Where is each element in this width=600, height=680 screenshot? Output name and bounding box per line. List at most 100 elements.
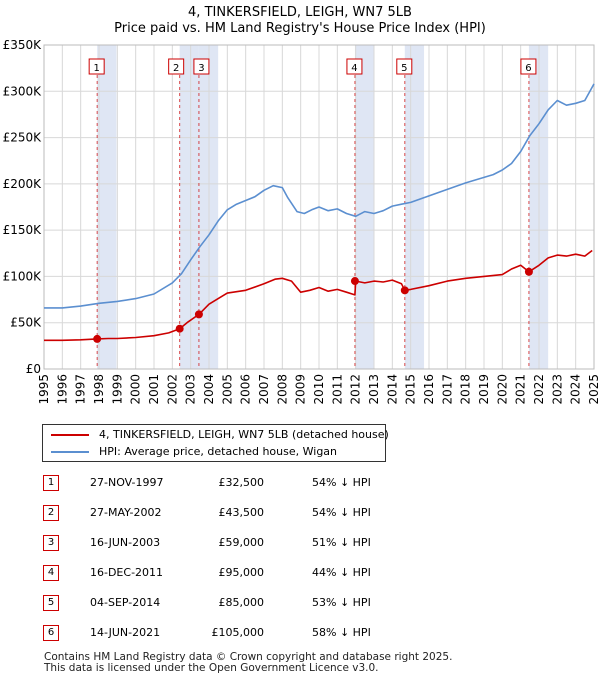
sale-hpi-diff: 58% ↓ HPI bbox=[312, 626, 371, 639]
sale-price: £95,000 bbox=[218, 566, 265, 579]
y-tick-label: £250K bbox=[3, 131, 43, 145]
sale-price: £105,000 bbox=[211, 626, 265, 639]
title-line-2: Price paid vs. HM Land Registry's House … bbox=[114, 21, 486, 36]
x-tick-label: 2006 bbox=[239, 374, 253, 405]
sale-number: 6 bbox=[43, 625, 59, 641]
y-tick-label: £50K bbox=[10, 316, 42, 330]
sale-date: 27-MAY-2002 bbox=[90, 506, 162, 519]
x-tick-label: 2023 bbox=[550, 374, 564, 405]
sale-label-box: 2 bbox=[168, 58, 185, 75]
sale-date: 04-SEP-2014 bbox=[90, 596, 161, 609]
y-tick-label: £200K bbox=[3, 177, 43, 191]
hpi-line bbox=[44, 83, 595, 309]
chart: 1 2 3 4 5 6 £0 £50K £100K £150K £200K £250K £300K £3… bbox=[3, 38, 600, 405]
y-tick-label: £300K bbox=[3, 84, 43, 98]
sale-price: £85,000 bbox=[218, 596, 265, 609]
x-tick-label: 1999 bbox=[110, 374, 124, 405]
sale-label-frame bbox=[168, 58, 185, 75]
x-tick-label: 2007 bbox=[257, 374, 271, 405]
y-tick-label: £0 bbox=[26, 362, 41, 376]
sale-number: 1 bbox=[43, 475, 59, 491]
legend-swatch-hpi bbox=[51, 451, 89, 453]
sale-price: £59,000 bbox=[218, 536, 265, 549]
x-tick-label: 1997 bbox=[74, 374, 88, 405]
sale-label-number: 2 bbox=[173, 63, 179, 74]
x-tick-label: 1996 bbox=[55, 374, 69, 405]
sale-point bbox=[93, 334, 102, 343]
y-axis: £0 £50K £100K £150K £200K £250K £300K £350K bbox=[3, 38, 43, 376]
table-row: 1 27-NOV-1997 £32,500 54% ↓ HPI bbox=[0, 473, 600, 493]
sale-point bbox=[175, 324, 184, 333]
sale-label-frame bbox=[396, 58, 413, 75]
sale-label-number: 4 bbox=[351, 63, 357, 74]
sale-marker-lines bbox=[96, 75, 530, 369]
x-tick-label: 2015 bbox=[404, 374, 418, 405]
x-tick-label: 1998 bbox=[92, 374, 106, 405]
sale-point bbox=[350, 277, 359, 286]
sale-label-number: 5 bbox=[401, 63, 407, 74]
y-tick-label: £350K bbox=[3, 38, 43, 52]
legend-swatch-property bbox=[51, 434, 89, 436]
x-axis: 1995 1996 1997 1998 1999 2000 2001 2002 2003 2004… bbox=[37, 374, 600, 405]
x-tick-label: 2000 bbox=[129, 374, 143, 405]
sale-bands bbox=[97, 45, 549, 369]
x-tick-label: 2022 bbox=[532, 374, 546, 405]
table-row: 2 27-MAY-2002 £43,500 54% ↓ HPI bbox=[0, 503, 600, 523]
sale-label-frame bbox=[520, 58, 537, 75]
sale-hpi-diff: 51% ↓ HPI bbox=[312, 536, 371, 549]
x-tick-label: 2016 bbox=[422, 374, 436, 405]
sale-label-number: 3 bbox=[198, 63, 204, 74]
sale-labels: 1 2 3 4 5 6 bbox=[88, 58, 537, 75]
sale-price: £43,500 bbox=[218, 506, 265, 519]
property-price-line bbox=[44, 249, 593, 342]
footer-line-2: This data is licensed under the Open Gov… bbox=[44, 662, 379, 674]
sale-hpi-diff: 54% ↓ HPI bbox=[312, 476, 371, 489]
x-tick-label: 2018 bbox=[459, 374, 473, 405]
x-tick-label: 2021 bbox=[514, 374, 528, 405]
x-tick-label: 2014 bbox=[385, 374, 399, 405]
chart-title: 4, TINKERSFIELD, LEIGH, WN7 5LB Price pa… bbox=[0, 5, 600, 37]
table-row: 5 04-SEP-2014 £85,000 53% ↓ HPI bbox=[0, 593, 600, 613]
x-tick-label: 2020 bbox=[495, 374, 509, 405]
sale-number: 3 bbox=[43, 535, 59, 551]
title-line-1: 4, TINKERSFIELD, LEIGH, WN7 5LB bbox=[188, 5, 412, 20]
y-tick-label: £100K bbox=[3, 269, 43, 283]
x-tick-label: 2003 bbox=[184, 374, 198, 405]
sale-band bbox=[354, 45, 375, 369]
sale-band bbox=[179, 45, 199, 369]
x-tick-label: 2010 bbox=[312, 374, 326, 405]
x-tick-label: 2017 bbox=[440, 374, 454, 405]
x-tick-label: 2008 bbox=[275, 374, 289, 405]
x-tick-label: 2025 bbox=[587, 374, 600, 405]
sale-price: £32,500 bbox=[218, 476, 265, 489]
x-tick-label: 1995 bbox=[37, 374, 51, 405]
x-tick-label: 2024 bbox=[569, 374, 583, 405]
sale-band bbox=[97, 45, 117, 369]
sale-label-frame bbox=[193, 58, 210, 75]
y-tick-label: £150K bbox=[3, 223, 43, 237]
sale-point bbox=[400, 286, 409, 295]
sale-label-frame bbox=[346, 58, 363, 75]
sale-points bbox=[93, 267, 533, 343]
sale-label-number: 6 bbox=[525, 63, 531, 74]
sale-hpi-diff: 54% ↓ HPI bbox=[312, 506, 371, 519]
sale-hpi-diff: 53% ↓ HPI bbox=[312, 596, 371, 609]
x-tick-label: 2001 bbox=[147, 374, 161, 405]
sale-label-box: 1 bbox=[88, 58, 105, 75]
sale-label-number: 1 bbox=[93, 63, 99, 74]
footer: Contains HM Land Registry data © Crown c… bbox=[44, 652, 452, 674]
sale-label-box: 4 bbox=[346, 58, 363, 75]
sale-number: 5 bbox=[43, 595, 59, 611]
sale-label-box: 3 bbox=[193, 58, 210, 75]
legend: 4, TINKERSFIELD, LEIGH, WN7 5LB (detache… bbox=[42, 424, 389, 462]
sale-date: 14-JUN-2021 bbox=[90, 626, 161, 639]
sale-date: 16-JUN-2003 bbox=[90, 536, 161, 549]
sale-date: 27-NOV-1997 bbox=[90, 476, 164, 489]
table-row: 3 16-JUN-2003 £59,000 51% ↓ HPI bbox=[0, 533, 600, 553]
table-row: 6 14-JUN-2021 £105,000 58% ↓ HPI bbox=[0, 623, 600, 643]
sale-label-box: 6 bbox=[520, 58, 537, 75]
sale-point bbox=[524, 267, 533, 276]
plot-frame bbox=[43, 44, 595, 370]
x-tick-label: 2012 bbox=[349, 374, 363, 405]
